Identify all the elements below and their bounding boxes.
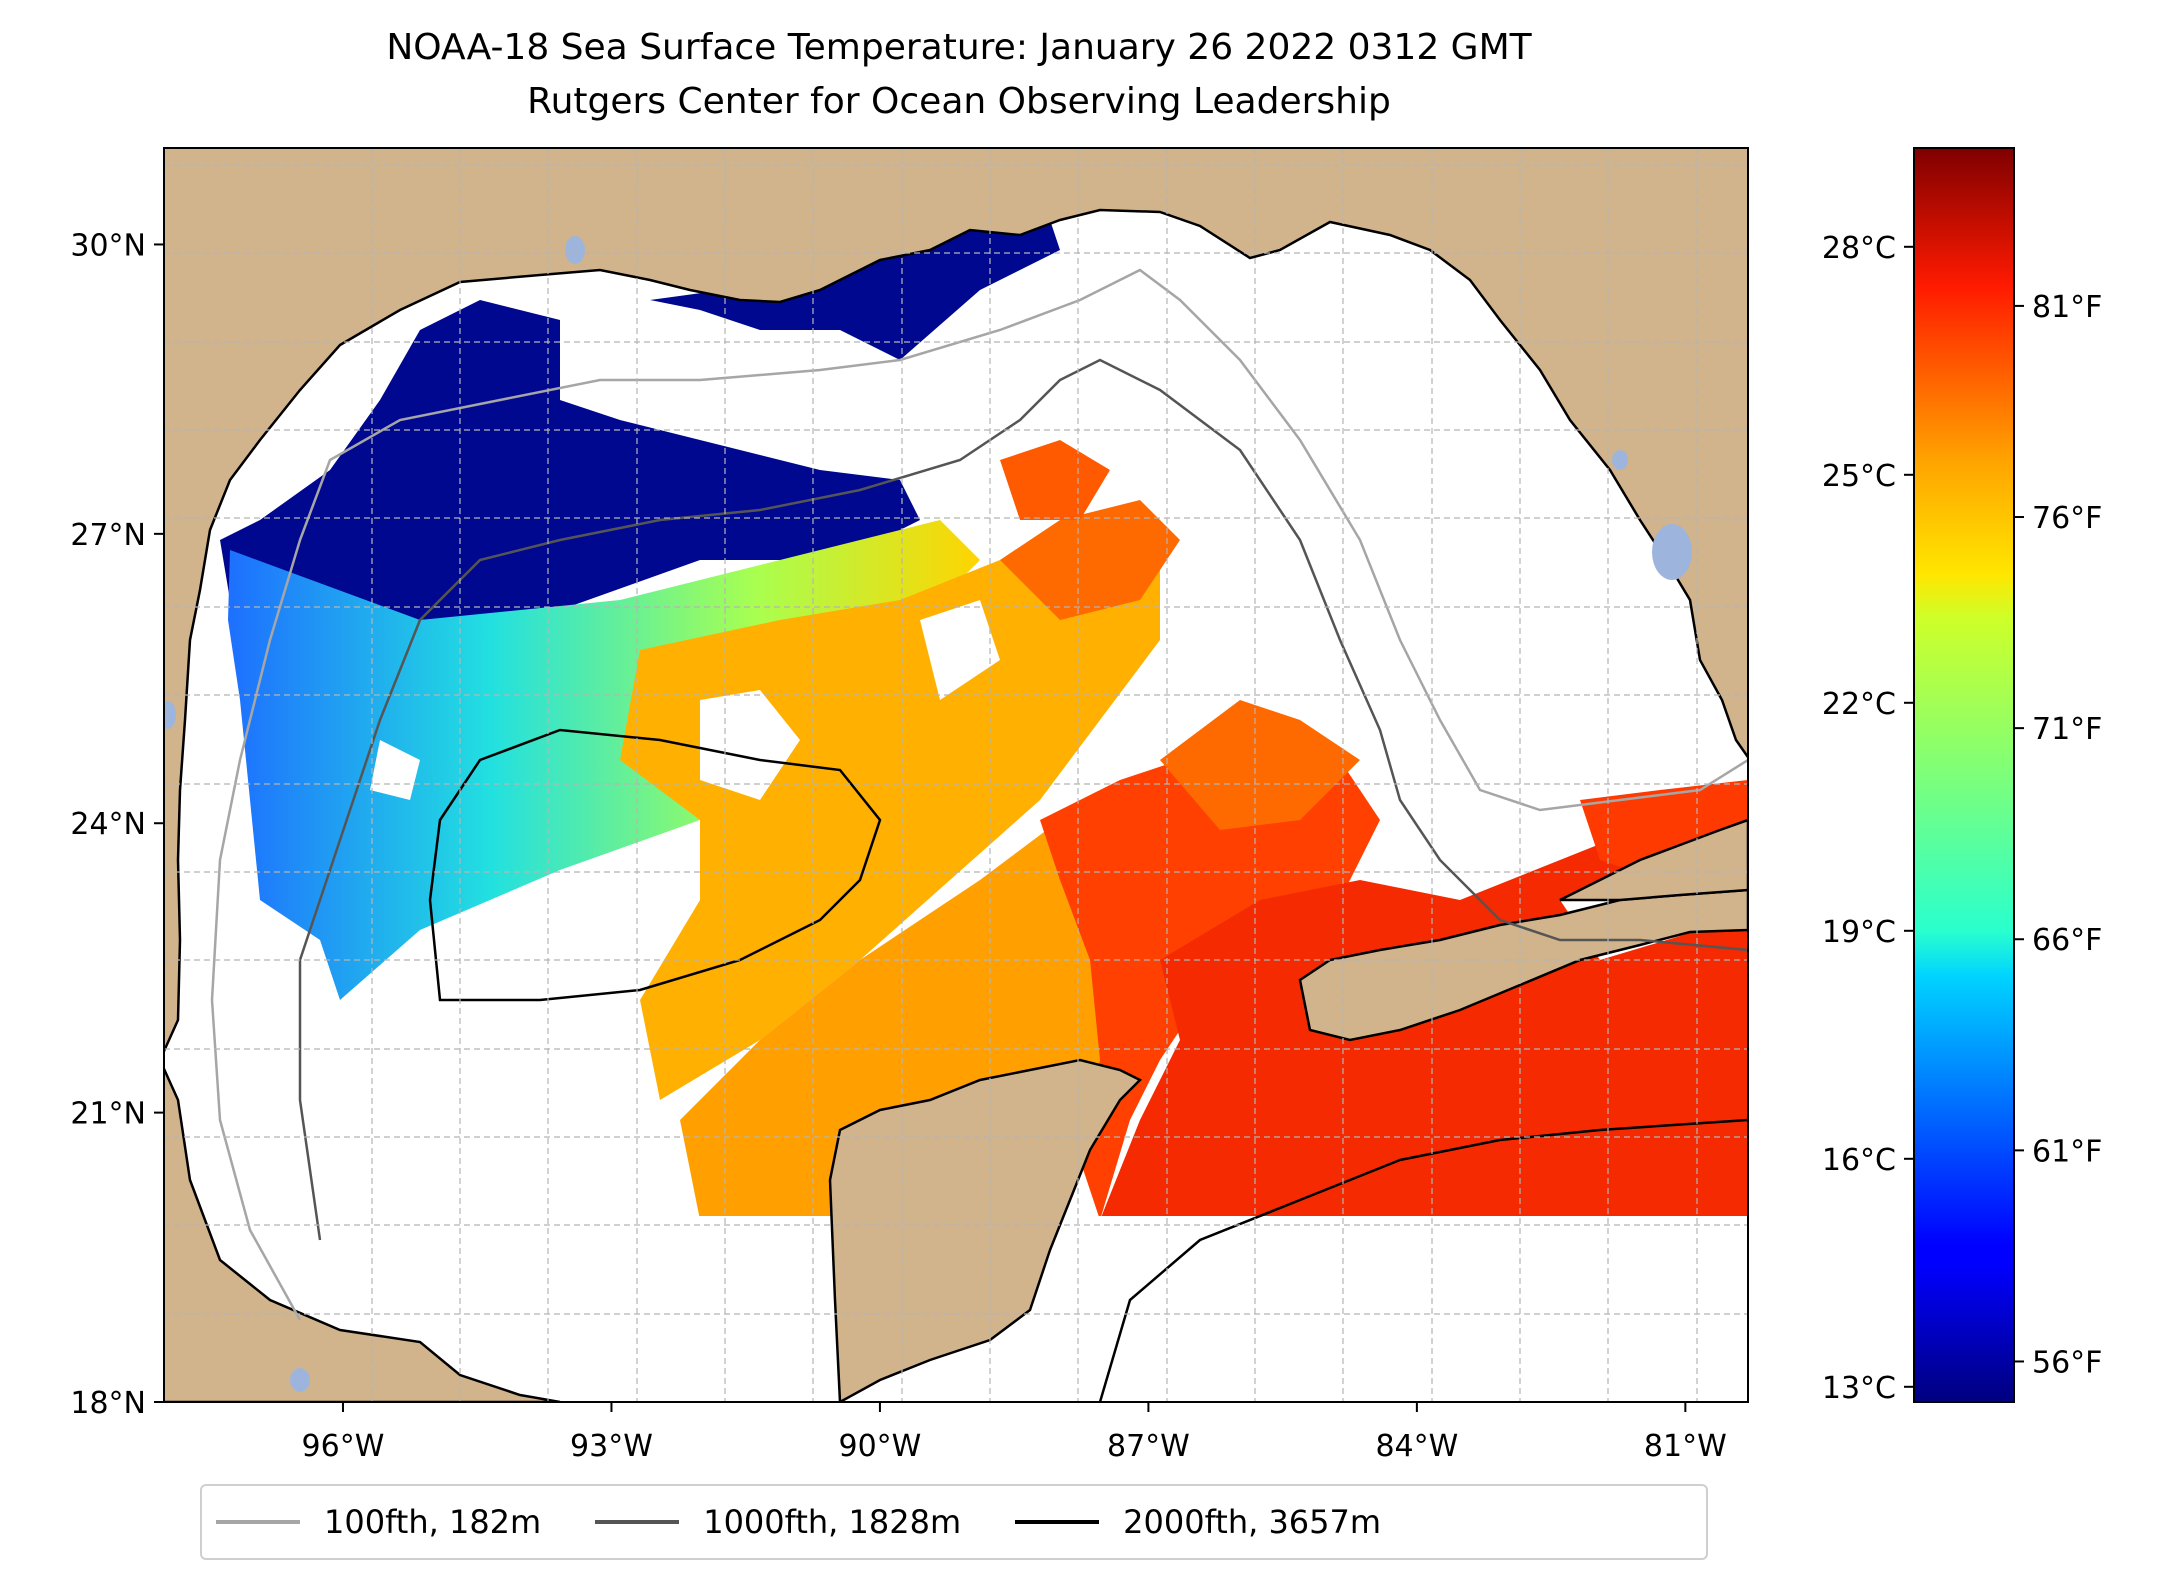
sst-warm-central [620, 520, 1160, 1100]
sst-warm-northeast-patch [1000, 500, 1180, 620]
gridlines [164, 148, 1748, 1402]
colorbar-fahrenheit-axis: 81°F 76°F 71°F 66°F 61°F 56°F [2014, 290, 2102, 1380]
lat-tick-label: 21°N [70, 1097, 146, 1132]
longitude-axis: 96°W 93°W 90°W 87°W 84°W 81°W [302, 1402, 1727, 1464]
lon-tick-label: 81°W [1644, 1429, 1727, 1464]
land-us-gulf-coast [164, 148, 1748, 1055]
legend-item-2000fth: 2000fth, 3657m [1015, 1503, 1381, 1541]
sst-warm-northeast-patch2 [1000, 440, 1110, 520]
colorbar-f-label: 81°F [2032, 290, 2102, 325]
colorbar [1913, 147, 2015, 1403]
colorbar-c-label: 22°C [1822, 687, 1896, 722]
contour-2000fth [428, 728, 882, 1002]
contour-legend: 100fth, 182m 1000fth, 1828m 2000fth, 365… [200, 1484, 1708, 1560]
sst-warm-east-patch [1160, 700, 1360, 830]
contour-1000fth [298, 358, 1748, 1241]
map-subtitle: Rutgers Center for Ocean Observing Leade… [527, 81, 1391, 122]
lon-tick-label: 96°W [302, 1429, 385, 1464]
legend-item-1000fth: 1000fth, 1828m [595, 1503, 961, 1541]
legend-label-2000fth: 2000fth, 3657m [1123, 1503, 1382, 1541]
colorbar-f-label: 61°F [2032, 1134, 2102, 1169]
colorbar-f-label: 66°F [2032, 923, 2102, 958]
colorbar-f-label: 71°F [2032, 712, 2102, 747]
map-frame [163, 147, 1749, 1403]
legend-label-1000fth: 1000fth, 1828m [703, 1503, 962, 1541]
lat-tick-label: 18°N [70, 1386, 146, 1421]
lat-tick-label: 30°N [70, 228, 146, 263]
colorbar-c-label: 28°C [1822, 231, 1896, 266]
contour-2000fth-east [1098, 1118, 1748, 1402]
lon-tick-label: 93°W [570, 1429, 653, 1464]
bathymetry-layer [210, 268, 1748, 1402]
lat-tick-label: 27°N [70, 518, 146, 553]
lat-tick-label: 24°N [70, 807, 146, 842]
colorbar-c-label: 16°C [1822, 1143, 1896, 1178]
land-layer [164, 148, 1748, 1402]
land-cuba [1298, 888, 1748, 1042]
land-mexico [164, 1065, 561, 1402]
lon-tick-label: 90°W [839, 1429, 922, 1464]
legend-line-100fth [216, 1520, 300, 1524]
colorbar-c-label: 13°C [1822, 1371, 1896, 1406]
sst-cold-nearshore [220, 300, 920, 640]
lon-tick-label: 87°W [1107, 1429, 1190, 1464]
sst-cold-louisiana-shelf [650, 210, 1060, 360]
legend-line-2000fth [1015, 1520, 1100, 1524]
colorbar-c-label: 19°C [1822, 915, 1896, 950]
lon-tick-label: 84°W [1375, 1429, 1458, 1464]
legend-item-100fth: 100fth, 182m [216, 1503, 541, 1541]
land-yucatan [828, 1058, 1143, 1402]
land-cuba-west [1559, 818, 1748, 902]
contour-100fth [210, 268, 1748, 1321]
colorbar-c-label: 25°C [1822, 459, 1896, 494]
lakes-layer [164, 236, 1692, 1392]
legend-line-1000fth [595, 1520, 680, 1524]
map-area [164, 148, 1748, 1402]
colorbar-celsius-axis: 28°C 25°C 22°C 19°C 16°C 13°C [1822, 231, 1914, 1406]
latitude-axis: 30°N 27°N 24°N 21°N 18°N [70, 228, 164, 1421]
legend-label-100fth: 100fth, 182m [324, 1503, 542, 1541]
colorbar-f-label: 76°F [2032, 501, 2102, 536]
colorbar-f-label: 56°F [2032, 1345, 2102, 1380]
map-title: NOAA-18 Sea Surface Temperature: January… [386, 27, 1532, 68]
